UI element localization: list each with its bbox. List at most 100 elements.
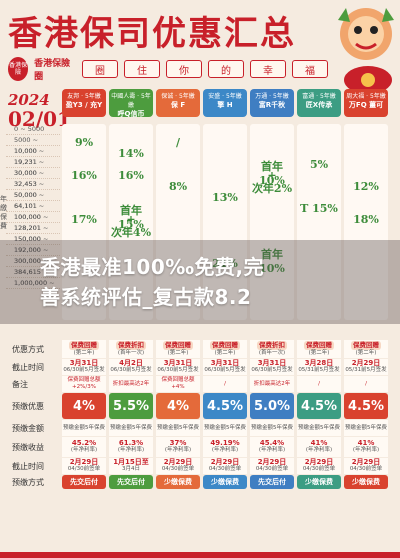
dragon-illustration (338, 8, 394, 94)
row-label: 截止时间 (12, 461, 44, 471)
prepay-amount: 预缴金额5年保费 (203, 420, 247, 436)
offer-deadline: 3月31日 06/30前5月签发 (156, 359, 200, 375)
offer-deadline-sub: 06/30前5月签发 (204, 367, 246, 373)
prepay-yield-value: 45.2% (71, 439, 97, 447)
offer-deadline-date: 3月31日 (69, 359, 99, 367)
grid-column: / 8% (156, 124, 200, 320)
prepay-rate: 5.5% (109, 393, 153, 419)
offer-method-sub: (首年一次) (258, 350, 286, 356)
column-header-top: 周大福 · 5年繳 (346, 93, 386, 100)
offer-column: 保费折扣 (首年一次) 4月2日 06/30前5月签发 折扣最高达2年 5.5% 预缴金额5… (109, 340, 153, 489)
grid-column: 9% 16% 17% (62, 124, 106, 320)
prepay-yield-sub: (年净利率) (352, 447, 380, 453)
prepay-yield-sub: (年净利率) (164, 447, 192, 453)
column-header-product: 保 F (170, 101, 186, 109)
column-headers: 友邦 · 5年繳 盈Y3 / 充Y 中國人壽 · 5年繳 呼Q信币 保诚 · 5年繳保 … (62, 89, 388, 118)
grid-cell: 14% (118, 147, 144, 160)
column-header: 中國人壽 · 5年繳 呼Q信币 (109, 89, 153, 118)
offer-method: 保费回赠 (第二年) (297, 340, 341, 358)
premium-range: 32,453 ~ 50,000 (6, 179, 60, 199)
offer-deadline-date: 3月31日 (257, 359, 287, 367)
grid-cell: / (175, 136, 181, 149)
grid-cell: 18% (353, 213, 379, 226)
grid-cell: + (126, 213, 136, 226)
grid-cell: T 15% (300, 202, 338, 215)
brand-name: 香港保險圈 (34, 59, 71, 82)
prepay-end: 2月29日 04/30前签单 (250, 458, 294, 474)
prepay-yield: 45.4% (年净利率) (250, 437, 294, 457)
prepay-yield: 41% (年净利率) (344, 437, 388, 457)
prepay-end-date: 2月29日 (351, 458, 381, 466)
prepay-rate: 5.0% (250, 393, 294, 419)
brand-bar: 香港保險 香港保險圈 圈 住 你 的 幸 福 (8, 56, 328, 82)
premium-range: 0 ~ 5000 (6, 124, 60, 135)
prepay-yield-sub: (年净利率) (305, 447, 333, 453)
overlay-banner: 香港最准100‰免费,完 善系统评估_复古款8.2 (0, 240, 400, 324)
row-label: 预缴收益 (12, 442, 44, 452)
prepay-yield-value: 41% (357, 439, 375, 447)
grid-cell: 17% (71, 213, 97, 226)
offer-deadline: 3月31日 06/30前5月签发 (62, 359, 106, 375)
prepay-amount: 预缴金额5年保费 (156, 420, 200, 436)
grid-cell: + (267, 169, 277, 182)
prepay-amount: 预缴金额5年保费 (344, 420, 388, 436)
prepay-end-date: 2月29日 (210, 458, 240, 466)
offer-deadline-sub: 06/30前5月签发 (157, 367, 199, 373)
prepay-rate: 4.5% (344, 393, 388, 419)
row-label: 备注 (12, 379, 28, 389)
prepay-mode: 先交后付 (109, 475, 153, 489)
prepay-mode: 先交后付 (62, 475, 106, 489)
slogan-char: 圈 (82, 60, 118, 78)
grid-cell: 8% (168, 180, 188, 193)
row-label: 预缴优惠 (12, 401, 44, 411)
prepay-mode: 少缴保费 (297, 475, 341, 489)
prepay-yield-sub: (年净利率) (70, 447, 98, 453)
offer-method: 保费回赠 (第二年) (156, 340, 200, 358)
offer-column: 保费回赠 (第二年) 3月31日 06/30前5月签发/4.5% 预缴金额5年保费 49.… (203, 340, 247, 489)
banner-line-1: 香港最准100‰免费,完 (40, 255, 265, 279)
column-header: 友邦 · 5年繳 盈Y3 / 充Y (62, 89, 106, 117)
prepay-yield: 45.2% (年净利率) (62, 437, 106, 457)
prepay-end-sub: 04/30前签单 (302, 466, 336, 472)
offer-method-sub: (首年一次) (117, 350, 145, 356)
slogan-char: 的 (208, 60, 244, 78)
offer-method-pill: 保费折扣 (116, 341, 146, 350)
column-header-product: 盈Y3 / 充Y (65, 101, 103, 109)
offer-method-pill: 保费回赠 (304, 341, 334, 350)
prepay-yield: 37% (年净利率) (156, 437, 200, 457)
offer-method: 保费折扣 (首年一次) (250, 340, 294, 358)
prepay-yield-value: 61.3% (118, 439, 144, 447)
column-header-top: 万通 · 5年繳 (255, 93, 289, 100)
column-header: 万通 · 5年繳 富R千秋 (250, 89, 294, 117)
premium-range: 150,000 ~ 192,000 (6, 234, 60, 254)
grid-column: 5% T 15% (297, 124, 341, 320)
offer-deadline: 3月28日 05/31前5月签发 (297, 359, 341, 375)
brand-logo: 香港保險 (8, 57, 29, 81)
row-label: 优惠方式 (12, 344, 44, 354)
offer-deadline-sub: 06/30前5月签发 (63, 367, 105, 373)
premium-range: 64,101 ~ 100,000 (6, 201, 60, 221)
row-label: 截止时间 (12, 362, 44, 372)
premium-range: 100,000 ~ 128,201 (6, 212, 60, 232)
premium-range: 128,201 ~ 150,000 (6, 223, 60, 243)
prepay-mode: 少缴保费 (203, 475, 247, 489)
column-header-top: 友邦 · 5年繳 (67, 93, 101, 100)
offer-column: 保费回赠 (第二年) 3月28日 05/31前5月签发/4.5% 预缴金额5年保费 41%… (297, 340, 341, 489)
row-label: 预缴金额 (12, 423, 44, 433)
offer-column: 保费回赠 (第二年) 2月29日 05/31前5月签发/4.5% 预缴金额5年保费 41%… (344, 340, 388, 489)
prepay-end-sub: 04/30前签单 (67, 466, 101, 472)
column-header: 保诚 · 5年繳保 F (156, 89, 200, 117)
offer-deadline-sub: 06/30前5月签发 (110, 367, 152, 373)
prepay-amount: 预缴金额5年保费 (109, 420, 153, 436)
column-header-product: 擎 H (217, 101, 233, 109)
date-monthday: 02/01 (8, 107, 71, 131)
row-labels: 优惠方式 截止时间 备注 预缴优惠 预缴金额 预缴收益 截止时间 预缴方式 (6, 340, 60, 490)
column-header: 周大福 · 5年繳 万FQ 薑可 (344, 89, 388, 117)
grid-cell: 首年15% (118, 204, 144, 231)
date-label: 2024 02/01 (8, 90, 71, 131)
column-header-top: 富通 · 5年繳 (302, 93, 336, 100)
prepay-end: 2月29日 04/30前签单 (203, 458, 247, 474)
grid-cell: 首年10% (259, 160, 285, 187)
premium-range: 50,000 ~ 64,101 (6, 190, 60, 210)
